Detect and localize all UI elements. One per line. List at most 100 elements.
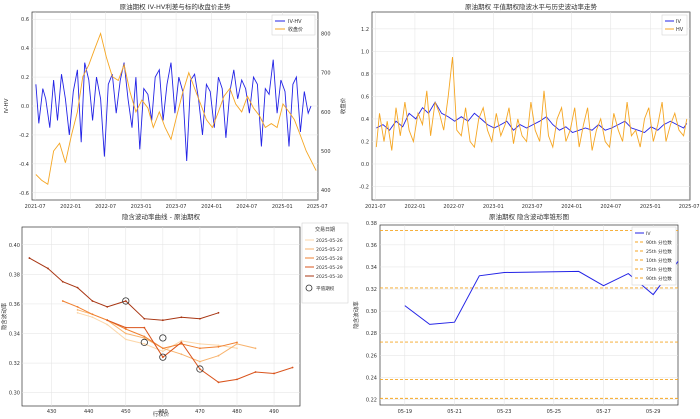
smile-line-0 <box>77 312 238 352</box>
legend-box <box>301 222 349 304</box>
y-tick-label: 0.38 <box>366 221 377 227</box>
smile-point <box>143 317 146 320</box>
legend-label: IV-HV <box>288 19 302 25</box>
smile-point <box>106 319 109 322</box>
smile-point <box>76 308 79 311</box>
chart-title: 原油期权 隐含波动率锥形图 <box>489 212 569 221</box>
smile-point <box>28 257 31 259</box>
x-axis-label: 行权价 <box>153 410 170 418</box>
chart-iv-cone: 05-19 05-21 05-23 05-25 05-27 05-29 0.22 0.24 0.… <box>352 212 679 415</box>
smile-point <box>236 347 238 350</box>
legend-label: HV <box>676 27 684 33</box>
smile-point <box>199 342 201 345</box>
legend-label: 2025-05-28 <box>316 256 343 262</box>
legend-box <box>271 14 316 36</box>
x-tick-label: 450 <box>121 409 131 415</box>
smile-point <box>124 338 127 341</box>
x-tick-label: 2022-07 <box>95 204 116 209</box>
x-tick-label: 2024-07 <box>600 204 621 209</box>
y-tick-label: 0.22 <box>366 397 377 403</box>
smile-point <box>76 305 79 308</box>
chart-atm-iv-hv: 2021-07 2022-01 2022-07 2023-01 2023-07 2024-… <box>359 2 699 209</box>
smile-point <box>236 342 238 345</box>
y-tick-label: 1.0 <box>361 49 369 55</box>
atm-marker <box>159 334 167 342</box>
legend-label: IV <box>676 19 681 25</box>
y-tick-label: -0.2 <box>19 133 29 139</box>
x-tick-label: 05-21 <box>447 409 462 415</box>
x-tick-label: 2024-01 <box>201 204 222 209</box>
plot-area <box>379 224 679 406</box>
legend-label: 25th 分位数 <box>646 248 672 255</box>
x-tick-label: 2023-07 <box>166 204 187 209</box>
smile-point <box>199 360 201 363</box>
smile-point <box>217 354 220 357</box>
x-tick-label: 490 <box>269 409 279 415</box>
x-tick-label: 2025-07 <box>307 204 328 209</box>
y-tick-label: 0.2 <box>361 139 369 145</box>
legend-label: 收盘价 <box>288 26 303 33</box>
x-tick-label: 2024-01 <box>561 204 582 209</box>
smile-point <box>217 344 220 347</box>
smile-point <box>236 378 238 381</box>
smile-point <box>291 366 294 369</box>
atm-marker <box>140 338 148 346</box>
smile-point <box>47 267 49 270</box>
legend-title: 交易日期 <box>315 226 335 233</box>
y-tick-label: 0.28 <box>366 331 377 337</box>
y-tick-label: 0.38 <box>9 272 20 278</box>
smile-point <box>106 305 109 308</box>
series-line-0 <box>35 59 312 162</box>
smile-point <box>143 335 146 338</box>
smile-point <box>254 371 257 373</box>
y-tick-label: 0.26 <box>366 353 377 359</box>
smile-point <box>61 280 64 283</box>
x-tick-label: 05-27 <box>596 409 611 415</box>
smile-point <box>217 311 220 314</box>
x-tick-label: 2024-07 <box>236 204 257 209</box>
smile-point <box>199 368 201 370</box>
x-tick-label: 2022-01 <box>60 204 81 209</box>
smile-point <box>143 326 146 329</box>
smile-point <box>254 347 257 350</box>
smile-point <box>143 342 146 345</box>
y-tick-label: 1.2 <box>361 27 369 33</box>
smile-point <box>91 316 94 319</box>
y-tick-label: 0.32 <box>366 287 377 293</box>
x-tick-label: 2021-07 <box>365 204 386 209</box>
smile-point <box>124 326 127 329</box>
atm-marker <box>159 353 167 361</box>
y-tick-label: -0.2 <box>359 184 369 190</box>
series-line-1 <box>375 56 688 151</box>
chart-title: 原油期权 IV-HV利差与标的收盘价走势 <box>120 2 231 11</box>
legend-label: 90th 分位数 <box>646 239 672 246</box>
smile-point <box>76 286 79 289</box>
x-tick-label: 05-25 <box>547 409 562 415</box>
y2-tick-label: 500 <box>321 149 331 155</box>
legend-label: 2025-05-27 <box>316 247 343 253</box>
smile-point <box>217 381 220 384</box>
y-tick-label: 0.36 <box>366 243 377 249</box>
smile-point <box>236 341 238 344</box>
x-tick-label: 05-19 <box>398 409 413 415</box>
smile-point <box>161 356 164 359</box>
x-tick-label: 2025-01 <box>272 204 293 209</box>
x-tick-label: 2021-07 <box>25 204 46 209</box>
y-tick-label: 0.6 <box>21 17 29 23</box>
y-tick-label: 0.0 <box>361 162 369 168</box>
chart-iv-smile: 430 440 450 460 470 480 490 0.30 0.32 0.34 0.36 0.3… <box>0 212 349 418</box>
smile-point <box>124 332 127 335</box>
smile-point <box>273 372 275 375</box>
smile-point <box>124 300 127 302</box>
y-tick-label: 0.36 <box>9 302 20 308</box>
y-tick-label: 0.30 <box>9 391 20 397</box>
smile-point <box>91 313 94 316</box>
y-tick-label: 0.32 <box>9 361 20 367</box>
smile-point <box>124 328 127 330</box>
legend-box <box>661 14 688 36</box>
y-tick-label: -0.4 <box>19 162 29 168</box>
x-tick-label: 2023-07 <box>522 204 543 209</box>
chart-iv-hv-spread: 2021-07 2022-01 2022-07 2023-01 2023-07 2024-… <box>4 2 347 209</box>
smile-point <box>76 311 79 314</box>
y-tick-label: 0.2 <box>21 75 29 81</box>
